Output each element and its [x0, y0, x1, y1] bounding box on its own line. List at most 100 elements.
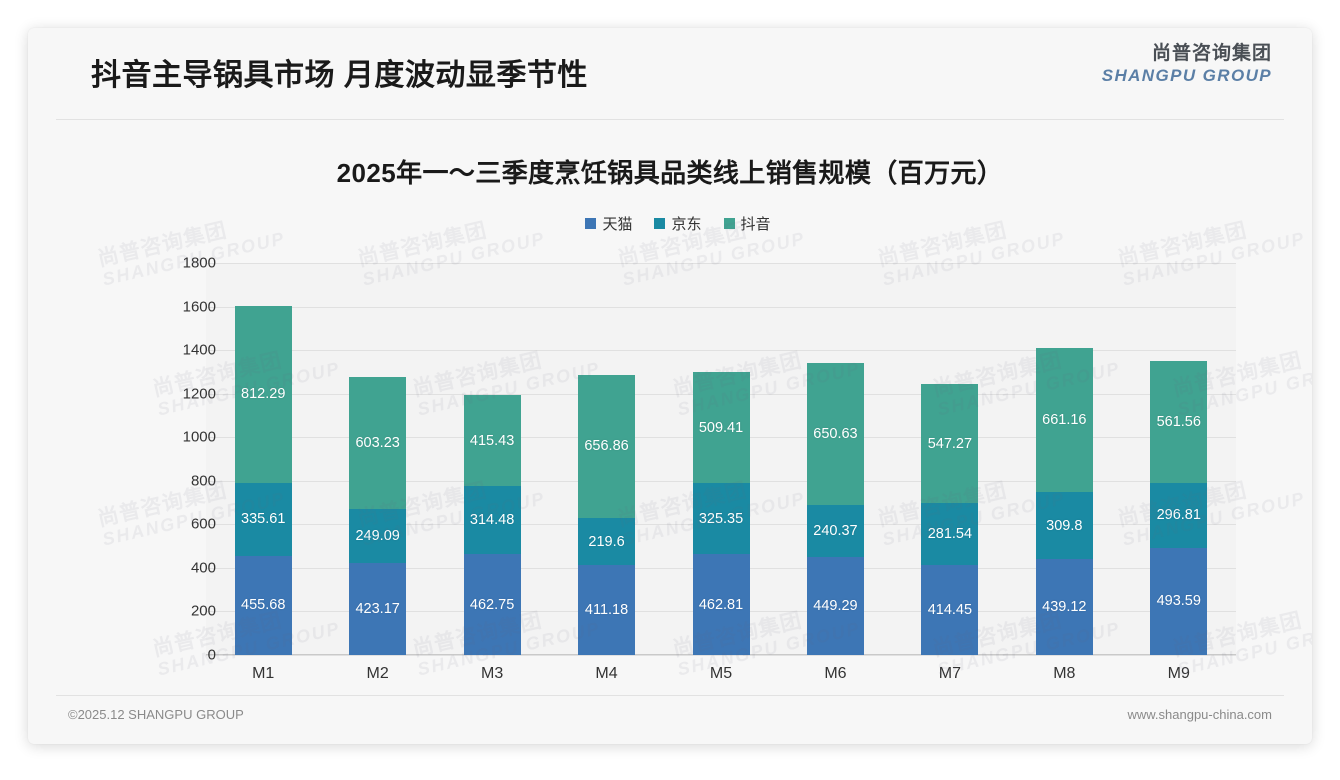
footer-website: www.shangpu-china.com: [1127, 707, 1272, 722]
y-axis-tick-label: 600: [190, 515, 216, 533]
bar-segment[interactable]: 240.37: [806, 504, 864, 558]
y-axis-tick-label: 800: [190, 472, 216, 490]
gridline: [206, 306, 1236, 308]
bar-group[interactable]: 603.23 249.09 423.17: [349, 377, 407, 655]
bar-group[interactable]: 547.27 281.54 414.45: [921, 384, 979, 655]
bar-value-label: 325.35: [698, 510, 744, 527]
legend-swatch-icon: [585, 218, 597, 229]
bar-segment[interactable]: 309.8: [1035, 491, 1093, 560]
bar-segment[interactable]: 281.54: [921, 503, 979, 565]
bar-segment[interactable]: 547.27: [921, 384, 979, 504]
bar-value-label: 812.29: [241, 386, 286, 403]
legend-item-抖音[interactable]: 抖音: [723, 213, 771, 234]
bar-segment[interactable]: 449.29: [806, 557, 864, 655]
bar-segment[interactable]: 249.09: [349, 508, 407, 563]
gridline: [206, 263, 1236, 264]
bar-value-label: 423.17: [355, 600, 400, 617]
bar-segment[interactable]: 415.43: [463, 395, 521, 486]
bar-value-label: 656.86: [584, 438, 629, 455]
bar-segment[interactable]: 561.56: [1150, 360, 1208, 483]
bar-value-label: 314.48: [469, 511, 515, 528]
bar-segment[interactable]: 812.29: [234, 305, 292, 483]
bar-segment[interactable]: 509.41: [692, 372, 750, 484]
bar-value-label: 439.12: [1042, 599, 1087, 616]
bar-value-label: 462.81: [698, 596, 744, 613]
bar-segment[interactable]: 439.12: [1035, 559, 1093, 655]
stacked-bar-chart: 天猫 京东 抖音 812.29 335.61 455.68 603.23 249.09 423…: [98, 203, 1258, 713]
bar-group[interactable]: 812.29 335.61 455.68: [234, 305, 292, 655]
bar-value-label: 561.56: [1156, 413, 1201, 430]
header-divider: [56, 119, 1284, 120]
bar-value-label: 335.61: [241, 511, 286, 528]
y-axis-tick-label: 1200: [182, 385, 216, 403]
bar-value-label: 219.6: [588, 533, 625, 550]
legend-item-天猫[interactable]: 天猫: [585, 213, 632, 234]
bar-group[interactable]: 661.16 309.8 439.12: [1035, 347, 1093, 655]
legend-swatch-icon: [654, 218, 666, 229]
legend-swatch-icon: [723, 218, 735, 229]
bar-segment[interactable]: 661.16: [1035, 347, 1093, 492]
bar-segment[interactable]: 603.23: [349, 377, 407, 509]
bar-segment[interactable]: 314.48: [463, 485, 521, 555]
bar-value-label: 661.16: [1042, 411, 1087, 428]
bar-segment[interactable]: 462.75: [463, 554, 521, 655]
bar-value-label: 309.8: [1046, 517, 1083, 534]
bar-segment[interactable]: 296.81: [1150, 482, 1208, 548]
bar-segment[interactable]: 423.17: [349, 562, 407, 655]
x-axis-tick-label: M8: [1053, 665, 1076, 682]
bar-value-label: 296.81: [1156, 507, 1201, 524]
plot-area: 812.29 335.61 455.68 603.23 249.09 423.17 415.…: [206, 263, 1236, 656]
y-axis-tick-label: 400: [190, 559, 216, 577]
y-axis-tick-label: 200: [190, 602, 216, 620]
legend-label: 抖音: [740, 216, 771, 233]
bar-value-label: 509.41: [698, 419, 744, 436]
bar-segment[interactable]: 219.6: [578, 517, 636, 566]
legend-item-京东[interactable]: 京东: [654, 213, 702, 234]
bar-segment[interactable]: 462.81: [692, 554, 750, 655]
chart-title: 2025年一～三季度烹饪锅具品类线上销售规模（百万元）: [336, 158, 1004, 188]
bar-group[interactable]: 415.43 314.48 462.75: [463, 395, 521, 655]
x-axis-tick-label: M3: [480, 665, 504, 682]
y-axis-tick-label: 0: [207, 646, 216, 664]
legend-label: 天猫: [602, 216, 633, 233]
bar-value-label: 547.27: [927, 435, 973, 452]
y-axis-tick-label: 1400: [182, 341, 216, 359]
bar-value-label: 415.43: [469, 432, 515, 449]
bar-value-label: 455.68: [241, 597, 286, 614]
y-axis-tick-label: 1800: [182, 254, 216, 272]
x-axis-tick-label: M2: [366, 665, 389, 682]
bar-value-label: 462.75: [469, 596, 515, 613]
bar-segment[interactable]: 335.61: [234, 482, 292, 556]
bar-segment[interactable]: 493.59: [1150, 547, 1208, 655]
bar-value-label: 603.23: [355, 434, 400, 451]
bar-segment[interactable]: 414.45: [921, 564, 979, 655]
slide-header: 抖音主导锅具市场 月度波动显季节性 尚普咨询集团 SHANGPU GROUP: [28, 28, 1312, 120]
bar-value-label: 650.63: [813, 425, 858, 442]
chart-legend: 天猫 京东 抖音: [98, 213, 1258, 234]
bar-group[interactable]: 561.56 296.81 493.59: [1150, 360, 1208, 655]
bar-segment[interactable]: 656.86: [578, 374, 636, 518]
bar-value-label: 449.29: [813, 598, 858, 615]
bar-segment[interactable]: 455.68: [234, 555, 292, 655]
legend-label: 京东: [671, 216, 702, 233]
bar-segment[interactable]: 650.63: [806, 363, 864, 505]
bar-segment[interactable]: 411.18: [578, 565, 636, 655]
y-axis-tick-label: 1000: [182, 428, 216, 446]
y-axis-tick-label: 1600: [182, 298, 216, 316]
bar-segment[interactable]: 325.35: [692, 483, 750, 555]
bar-group[interactable]: 650.63 240.37 449.29: [806, 363, 864, 655]
x-axis-tick-label: M4: [595, 665, 618, 682]
x-axis-tick-label: M5: [709, 665, 733, 682]
page-title: 抖音主导锅具市场 月度波动显季节性: [91, 59, 588, 92]
footer-copyright: ©2025.12 SHANGPU GROUP: [68, 707, 244, 722]
brand-name-cn: 尚普咨询集团: [1151, 43, 1272, 64]
x-axis-tick-label: M7: [938, 665, 961, 682]
bar-group[interactable]: 656.86 219.6 411.18: [578, 374, 636, 655]
gridline: [206, 350, 1236, 352]
bar-value-label: 249.09: [355, 527, 400, 544]
brand-name-en: SHANGPU GROUP: [1101, 65, 1272, 85]
bar-group[interactable]: 509.41 325.35 462.81: [692, 372, 750, 655]
bar-value-label: 414.45: [927, 601, 973, 618]
brand-logo: 尚普咨询集团 SHANGPU GROUP: [1042, 42, 1272, 86]
gridline: [206, 655, 1236, 656]
